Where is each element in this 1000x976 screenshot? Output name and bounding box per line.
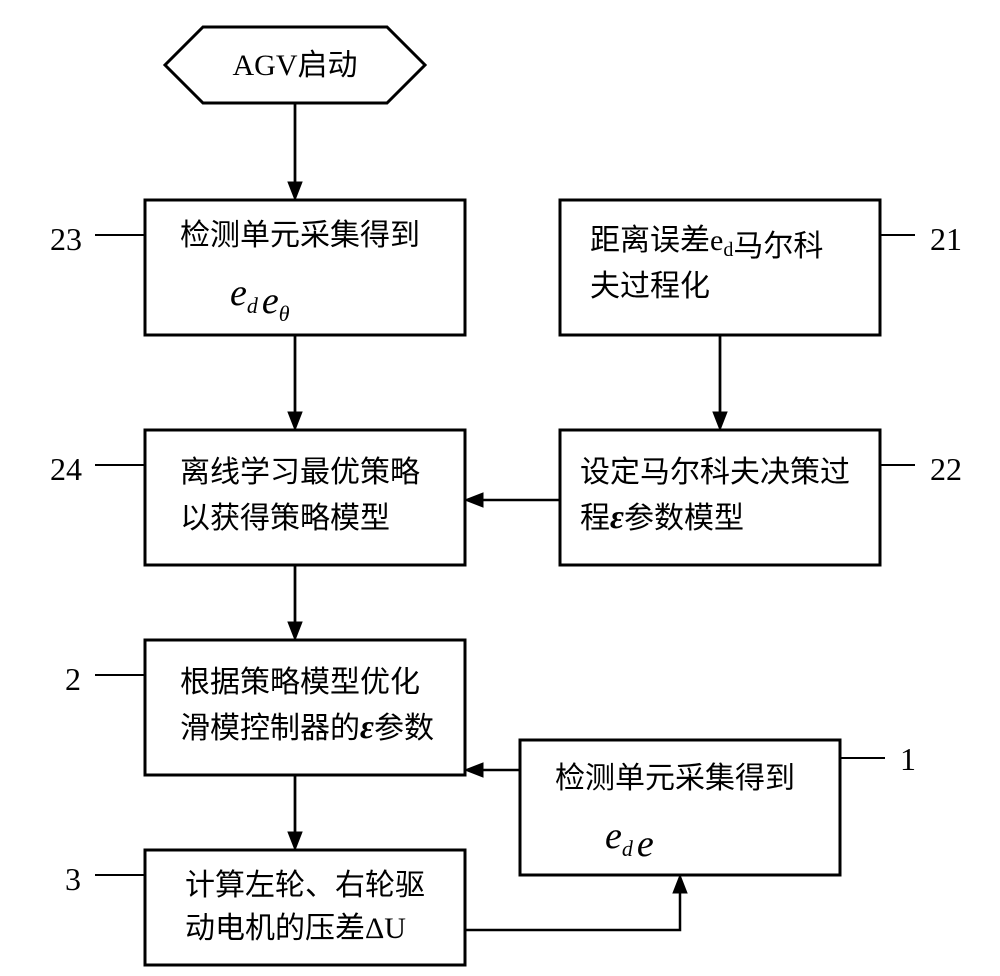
box-detect-ed-etheta-line-0: 检测单元采集得到 xyxy=(180,219,420,252)
box-set-mdp-epsilon-line-0: 设定马尔科夫决策过 xyxy=(580,456,850,489)
box-detect-again-line-0: 检测单元采集得到 xyxy=(555,762,795,795)
box-set-mdp-epsilon-line-1: 程ε参数模型 xyxy=(580,499,744,536)
ref-num-21: 21 xyxy=(930,221,962,257)
box-optimize-epsilon xyxy=(145,640,465,775)
ref-num-1: 1 xyxy=(900,741,916,777)
ref-num-23: 23 xyxy=(50,221,82,257)
arrow-head xyxy=(288,182,302,200)
ref-num-24: 24 xyxy=(50,451,82,487)
start-label: AGV启动 xyxy=(233,49,358,82)
box-compute-deltaU-line-0: 计算左轮、右轮驱 xyxy=(185,869,425,902)
arrow-head xyxy=(673,875,687,893)
box-distance-markov-line-1: 夫过程化 xyxy=(590,270,710,303)
box-set-mdp-epsilon xyxy=(560,430,880,565)
box-detect-again xyxy=(520,740,840,875)
arrow-head xyxy=(288,832,302,850)
ref-num-2: 2 xyxy=(65,661,81,697)
arrow-head xyxy=(713,412,727,430)
box-offline-learn-line-1: 以获得策略模型 xyxy=(180,502,390,535)
box-distance-markov xyxy=(560,200,880,335)
box-compute-deltaU-line-1: 动电机的压差ΔU xyxy=(185,912,406,945)
box-compute-deltaU xyxy=(145,850,465,965)
ref-num-22: 22 xyxy=(930,451,962,487)
arrow-head xyxy=(465,493,483,507)
arrow-head xyxy=(465,763,483,777)
box-offline-learn-line-0: 离线学习最优策略 xyxy=(180,456,420,489)
ref-num-3: 3 xyxy=(65,861,81,897)
box-offline-learn xyxy=(145,430,465,565)
arrow-head xyxy=(288,622,302,640)
arrow-b3-b1 xyxy=(465,889,680,930)
arrow-head xyxy=(288,412,302,430)
box-optimize-epsilon-line-0: 根据策略模型优化 xyxy=(180,666,420,699)
box-optimize-epsilon-line-1: 滑模控制器的ε参数 xyxy=(180,709,434,746)
